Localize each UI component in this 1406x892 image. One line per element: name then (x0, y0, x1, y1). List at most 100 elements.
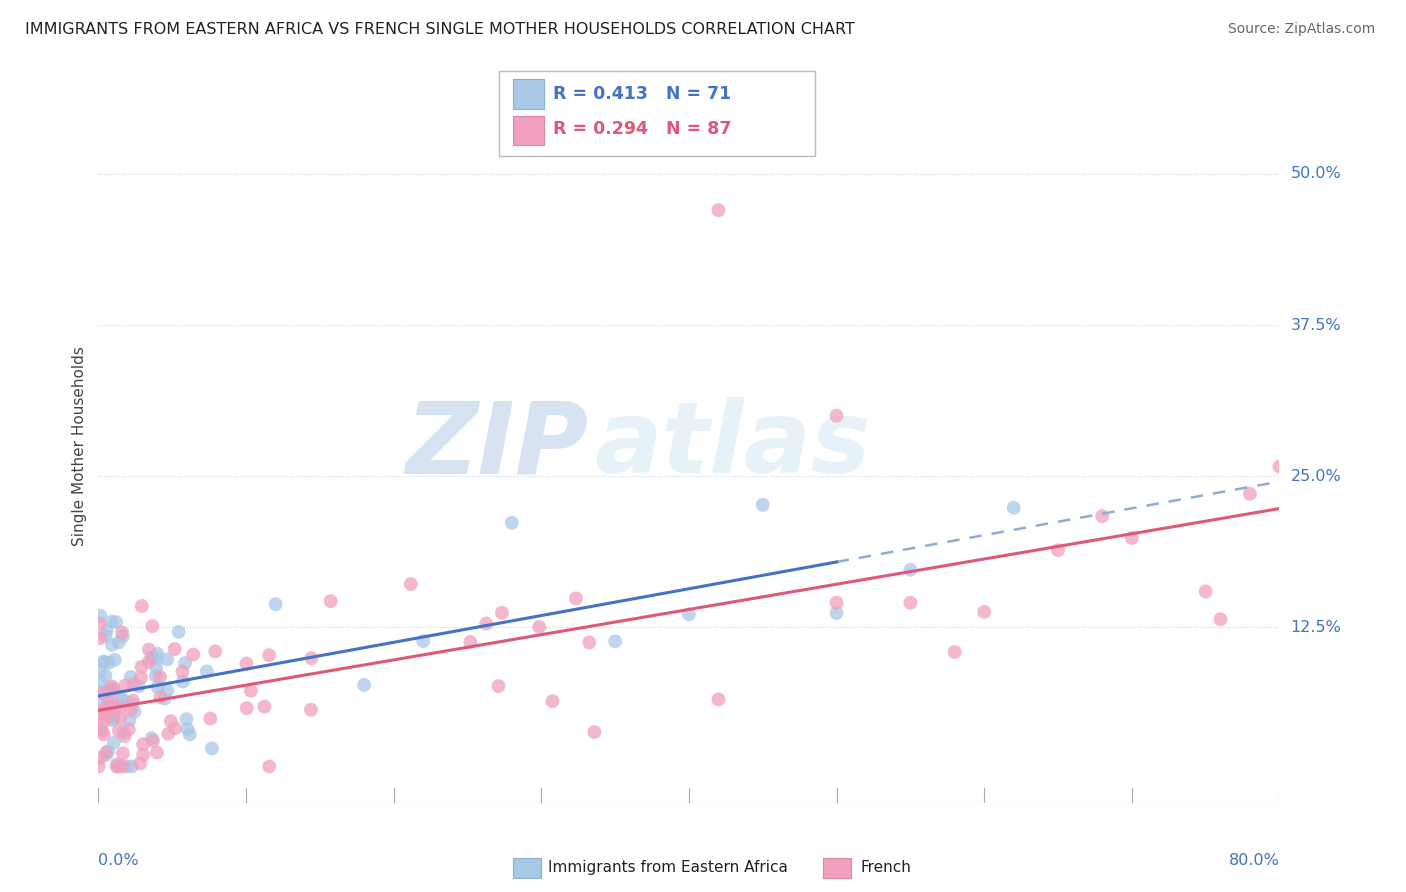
Point (1091, 509, 1114, 524)
Point (98, 656, 121, 670)
Point (174, 656, 197, 670)
Point (114, 729, 136, 743)
Point (98, 702, 121, 716)
Point (87, 706, 110, 721)
Point (167, 624, 190, 639)
Point (412, 634, 434, 648)
Point (93, 715, 115, 730)
Point (94, 706, 117, 720)
Point (299, 651, 322, 665)
Text: ZIP: ZIP (405, 398, 589, 494)
Point (129, 756, 152, 771)
Point (565, 591, 588, 606)
Point (142, 734, 165, 748)
Point (1046, 543, 1070, 558)
Point (257, 648, 280, 663)
Point (93, 698, 115, 712)
Point (101, 695, 124, 709)
Point (118, 723, 141, 737)
Point (111, 693, 134, 707)
Point (131, 599, 153, 613)
Point (488, 679, 510, 693)
Point (172, 665, 194, 679)
Point (264, 597, 287, 611)
Point (141, 650, 163, 665)
Point (97, 744, 120, 758)
Point (973, 605, 995, 619)
Point (138, 642, 160, 657)
Point (491, 606, 513, 620)
Point (156, 683, 179, 698)
Point (104, 701, 127, 715)
Point (105, 615, 128, 629)
Point (122, 677, 145, 691)
Point (153, 691, 176, 706)
Point (107, 759, 129, 773)
Point (89, 751, 111, 765)
Point (93, 655, 115, 669)
Point (129, 671, 152, 685)
Point (103, 711, 125, 725)
Point (900, 596, 922, 610)
Point (112, 725, 135, 739)
Point (97, 700, 120, 714)
Point (141, 731, 163, 746)
Point (176, 712, 198, 726)
Point (105, 759, 128, 773)
Point (111, 625, 134, 640)
Point (1002, 500, 1025, 515)
Point (97, 683, 120, 698)
Point (111, 693, 134, 707)
Point (1195, 584, 1218, 599)
Point (578, 635, 600, 649)
Point (1121, 531, 1143, 545)
Point (91, 687, 114, 701)
Point (93, 703, 115, 717)
Point (108, 711, 131, 725)
Point (235, 657, 257, 671)
Point (259, 759, 281, 773)
Point (527, 620, 550, 634)
Point (100, 709, 122, 723)
Point (146, 647, 169, 661)
Point (96, 710, 118, 724)
Point (825, 606, 848, 620)
Point (146, 651, 169, 665)
Text: 50.0%: 50.0% (1291, 167, 1341, 181)
Y-axis label: Single Mother Households: Single Mother Households (72, 346, 87, 546)
Point (145, 661, 167, 675)
Point (1239, 487, 1261, 501)
Point (172, 674, 194, 689)
Point (100, 698, 122, 712)
Point (132, 747, 155, 762)
Text: 25.0%: 25.0% (1291, 468, 1341, 483)
Point (200, 712, 222, 726)
Point (195, 665, 218, 679)
Point (179, 727, 201, 741)
Point (120, 703, 142, 717)
Point (103, 735, 125, 749)
Point (103, 681, 125, 695)
Point (96, 624, 118, 638)
Point (94, 669, 117, 683)
Point (89, 663, 111, 677)
Point (145, 669, 167, 683)
Point (752, 498, 775, 512)
Point (1209, 612, 1232, 626)
Point (900, 563, 922, 577)
Point (89, 631, 111, 645)
Point (93, 727, 115, 741)
Point (108, 701, 131, 715)
Text: R = 0.294   N = 87: R = 0.294 N = 87 (553, 120, 731, 138)
Point (460, 635, 482, 649)
Point (235, 701, 257, 715)
Point (149, 670, 172, 684)
Point (157, 727, 180, 741)
Point (146, 746, 169, 760)
Point (128, 679, 150, 693)
Point (107, 635, 129, 649)
Text: 0.0%: 0.0% (98, 853, 139, 868)
Point (943, 645, 966, 659)
Point (176, 722, 198, 736)
Point (91, 724, 114, 739)
